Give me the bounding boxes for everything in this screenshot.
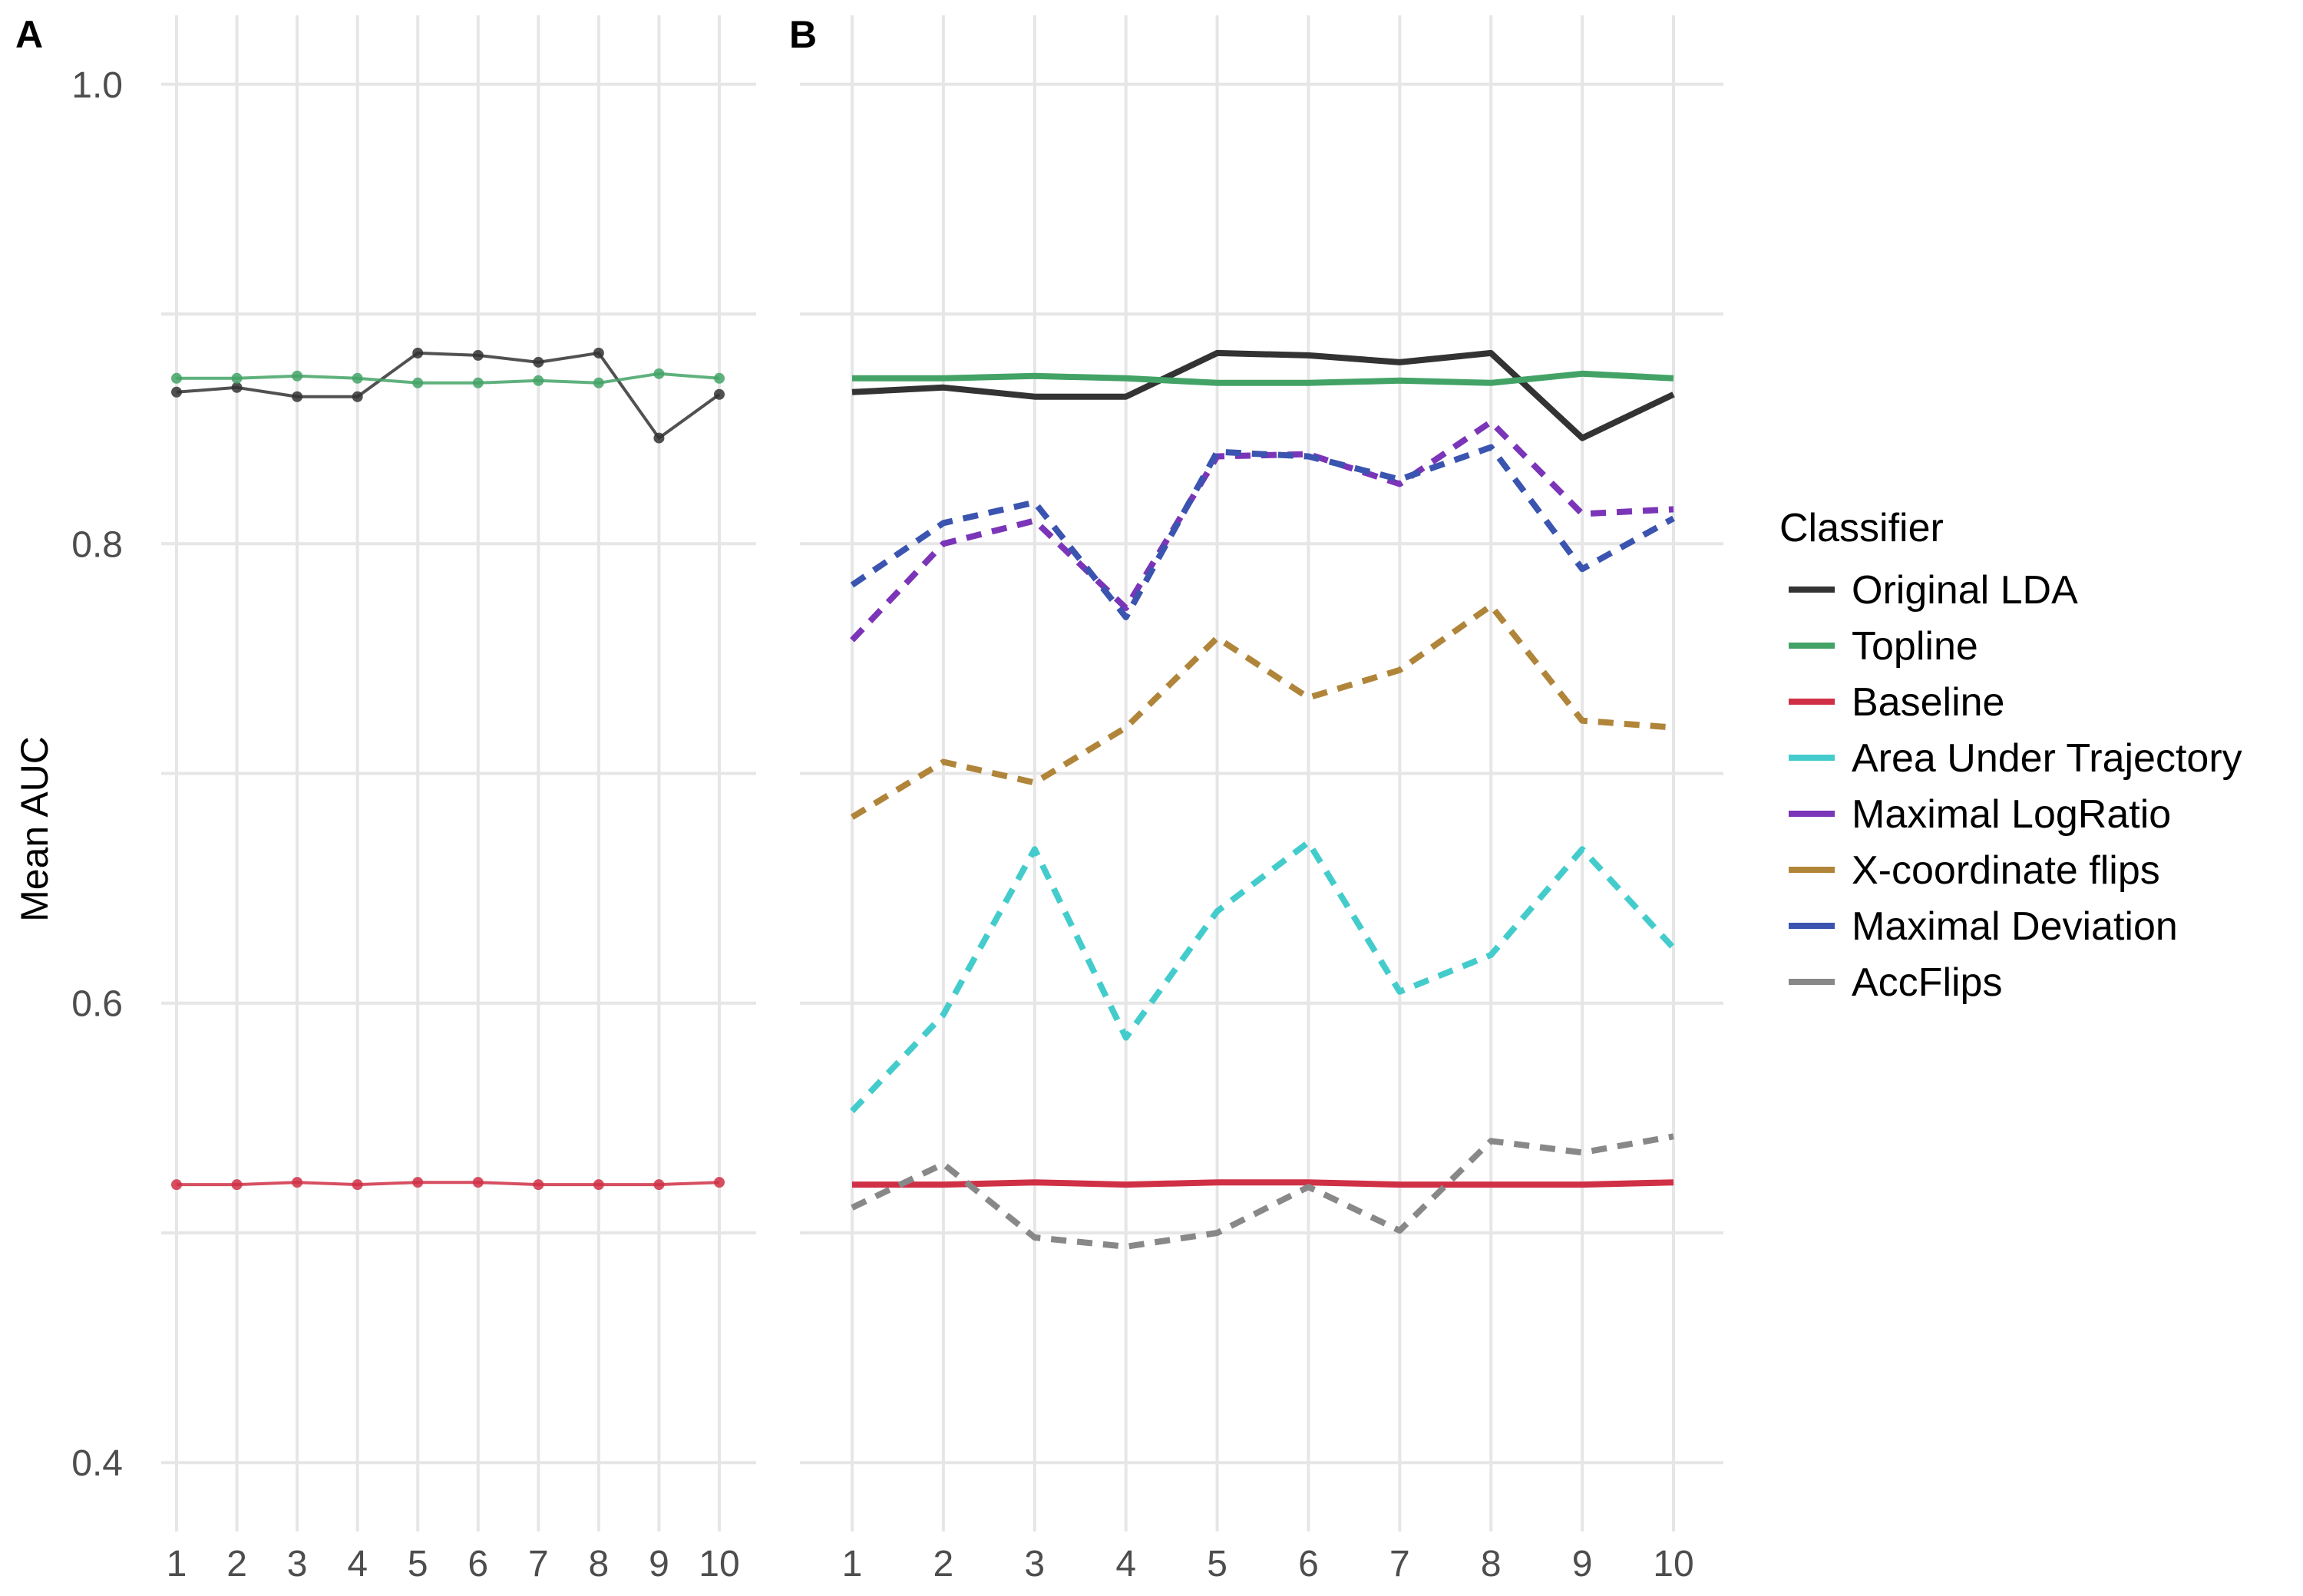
data-point-topline [472, 377, 484, 388]
x-tick-label: 10 [699, 1544, 739, 1584]
x-tick-label: 2 [933, 1544, 954, 1584]
data-point-topline [593, 377, 604, 388]
panel-b-x-tick-labels: 1 2 3 4 5 6 7 8 9 10 [842, 1544, 1694, 1584]
data-point-baseline [231, 1179, 243, 1191]
data-point-baseline [714, 1177, 725, 1188]
y-tick-label: 0.8 [71, 524, 123, 565]
x-tick-label: 9 [1572, 1544, 1593, 1584]
series-line-maximal-deviation [850, 444, 1675, 620]
x-tick-label: 7 [528, 1544, 549, 1584]
x-tick-label: 10 [1653, 1544, 1693, 1584]
data-point-baseline [292, 1177, 303, 1188]
panel-b: B 1 2 3 4 5 6 7 8 9 10 [789, 13, 1723, 1584]
data-point-baseline [171, 1179, 182, 1191]
data-point-baseline [653, 1179, 665, 1191]
x-tick-label: 7 [1389, 1544, 1410, 1584]
series-line-original-lda [851, 349, 1675, 441]
legend: Classifier Original LDA Topline Baseline Ar… [1779, 506, 2242, 1005]
legend-label-maximal-logratio: Maximal LogRatio [1852, 792, 2171, 837]
data-point-topline [653, 368, 665, 379]
x-tick-label: 5 [1207, 1544, 1227, 1584]
panel-b-grid [800, 15, 1723, 1532]
y-axis-title: Mean AUC [13, 736, 56, 922]
data-point-original-lda [653, 432, 665, 444]
data-point-original-lda [472, 349, 484, 361]
series-line-baseline [177, 1181, 720, 1187]
x-tick-label: 4 [1115, 1544, 1136, 1584]
data-point-original-lda [412, 347, 424, 359]
data-point-topline [412, 377, 424, 388]
series-line-accflips [851, 1133, 1674, 1250]
data-point-topline [714, 372, 725, 384]
x-tick-label: 3 [287, 1544, 308, 1584]
panel-a-y-tick-labels: 0.4 0.6 0.8 1.0 [71, 65, 123, 1484]
data-point-topline [352, 372, 363, 384]
data-point-original-lda [533, 356, 544, 368]
data-point-original-lda [352, 391, 363, 402]
x-tick-label: 4 [347, 1544, 368, 1584]
series-line-area-under-trajectory [850, 839, 1676, 1114]
legend-label-original-lda: Original LDA [1852, 568, 2078, 613]
series-line-topline [177, 372, 720, 385]
legend-label-accflips: AccFlips [1852, 960, 2002, 1005]
legend-title: Classifier [1779, 506, 1944, 550]
series-line-x-coordinate-flips [850, 603, 1674, 820]
panel-a-letter: A [15, 13, 43, 56]
panel-a: A Mean AUC 0.4 0.6 0.8 1.0 1 2 3 4 5 6 7 8 9 10 [13, 13, 756, 1584]
legend-label-baseline: Baseline [1852, 680, 2004, 725]
series-line-topline [852, 370, 1674, 386]
x-tick-label: 8 [1481, 1544, 1502, 1584]
legend-items: Original LDA Topline Baseline Area Under Tr… [1789, 568, 2242, 1005]
panel-a-x-tick-labels: 1 2 3 4 5 6 7 8 9 10 [167, 1544, 740, 1584]
panel-b-series [850, 349, 1676, 1250]
x-tick-label: 2 [226, 1544, 247, 1584]
data-point-baseline [593, 1179, 604, 1191]
data-point-original-lda [231, 382, 243, 393]
legend-label-area-under-trajectory: Area Under Trajectory [1852, 736, 2242, 781]
data-point-original-lda [593, 347, 604, 359]
legend-label-x-coordinate-flips: X-coordinate flips [1852, 848, 2160, 893]
panel-a-grid [161, 15, 756, 1532]
x-tick-label: 8 [589, 1544, 610, 1584]
y-tick-label: 0.6 [71, 984, 123, 1025]
data-point-topline [231, 372, 243, 384]
x-tick-label: 1 [167, 1544, 187, 1584]
data-point-original-lda [171, 386, 182, 398]
panel-b-letter: B [789, 13, 817, 56]
y-tick-label: 1.0 [71, 65, 123, 106]
x-tick-label: 9 [649, 1544, 669, 1584]
legend-label-maximal-deviation: Maximal Deviation [1852, 904, 2178, 949]
x-tick-label: 6 [468, 1544, 488, 1584]
x-tick-label: 5 [408, 1544, 428, 1584]
series-line-original-lda [176, 351, 721, 440]
data-point-topline [171, 372, 182, 384]
data-point-topline [533, 375, 544, 386]
data-point-original-lda [292, 391, 303, 402]
x-tick-label: 6 [1298, 1544, 1319, 1584]
panel-a-series [171, 347, 725, 1191]
x-tick-label: 3 [1024, 1544, 1045, 1584]
y-tick-label: 0.4 [71, 1443, 123, 1484]
x-tick-label: 1 [842, 1544, 863, 1584]
data-point-baseline [472, 1177, 484, 1188]
data-point-original-lda [714, 388, 725, 400]
data-point-topline [292, 370, 303, 382]
legend-label-topline: Topline [1852, 624, 1978, 669]
data-point-baseline [412, 1177, 424, 1188]
data-point-baseline [533, 1179, 544, 1191]
series-line-baseline [852, 1179, 1674, 1188]
data-point-baseline [352, 1179, 363, 1191]
